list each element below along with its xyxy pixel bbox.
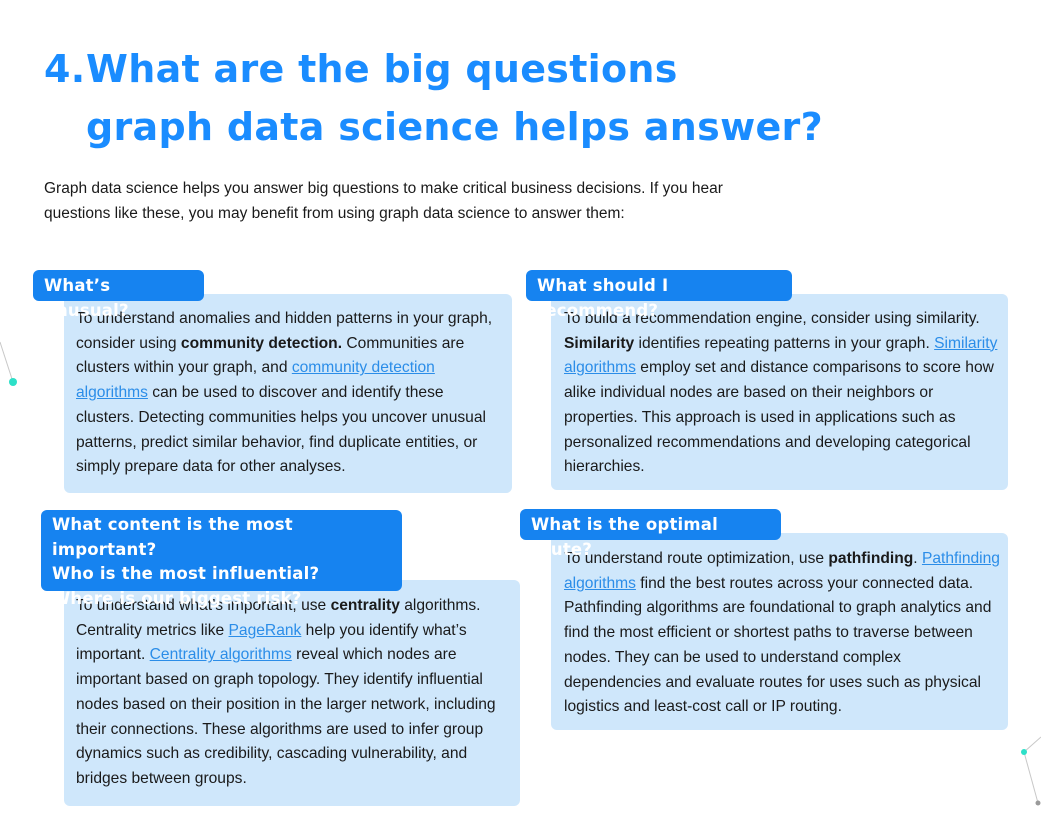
card-recommend: To build a recommendation engine, consid…: [551, 294, 1008, 490]
pathfinding-algorithms-link[interactable]: Pathfinding algorithms: [564, 550, 1000, 592]
card-unusual-text-1: To understand anomalies and hidden patte…: [76, 310, 493, 352]
card-unusual-text-2: Communities are clusters within your gra…: [76, 334, 465, 377]
card-important-text-1: To understand what’s important, use: [76, 597, 331, 614]
similarity-algorithms-link[interactable]: Similarity algorithms: [564, 334, 998, 377]
centrality-algorithms-link[interactable]: Centrality algorithms: [149, 646, 292, 664]
tag-line-1: What content is the most important?: [52, 515, 293, 559]
section-number: 4.: [44, 47, 86, 91]
card-route-text-1: To understand route optimization, use: [564, 550, 829, 567]
graph-decoration-left: [0, 341, 17, 386]
page-title: 4.What are the big questions graph data …: [44, 40, 823, 156]
card-unusual-text-3: can be used to discover and identify the…: [76, 384, 486, 476]
card-important-bold: centrality: [330, 597, 400, 614]
card-unusual: To understand anomalies and hidden patte…: [64, 294, 512, 493]
card-unusual-bold: community detection.: [180, 334, 343, 352]
tag-line-3: Where is our biggest risk?: [52, 588, 302, 608]
pagerank-link[interactable]: PageRank: [228, 621, 302, 639]
tag-line-2: Who is the most influential?: [52, 564, 320, 583]
title-line-2: graph data science helps answer?: [86, 105, 823, 149]
tag-whats-unusual: What’s unusual?: [33, 270, 204, 320]
tag-what-is-the-optimal-route: What is the optimal route?: [520, 509, 781, 559]
card-recommend-text-1: To build a recommendation engine, consid…: [564, 310, 980, 327]
card-route: To understand route optimization, use pa…: [551, 533, 1008, 730]
card-important: To understand what’s important, use cent…: [64, 580, 520, 806]
card-recommend-text-3: employ set and distance comparisons to s…: [564, 359, 994, 476]
card-important-text-3: help you identify what’s important.: [76, 621, 467, 664]
tag-what-should-i-recommend: What should I recommend?: [526, 270, 792, 320]
intro-paragraph: Graph data science helps you answer big …: [44, 180, 723, 222]
tag-what-content-is-most-important: What content is the most important? Who …: [41, 510, 402, 608]
card-route-bold: pathfinding: [828, 550, 914, 567]
card-route-text-2: .: [913, 550, 922, 567]
community-detection-link[interactable]: community detection algorithms: [76, 359, 435, 402]
card-important-text-4: reveal which nodes are important based o…: [76, 646, 496, 787]
card-recommend-text-2: identifies repeating patterns in your gr…: [634, 334, 935, 352]
card-recommend-bold: Similarity: [564, 334, 635, 352]
title-line-1: What are the big questions: [86, 47, 678, 91]
graph-decoration-right: [1021, 736, 1041, 806]
card-important-text-2: algorithms. Centrality metrics like: [76, 597, 481, 639]
card-route-text-3: find the best routes across your connect…: [564, 574, 992, 716]
